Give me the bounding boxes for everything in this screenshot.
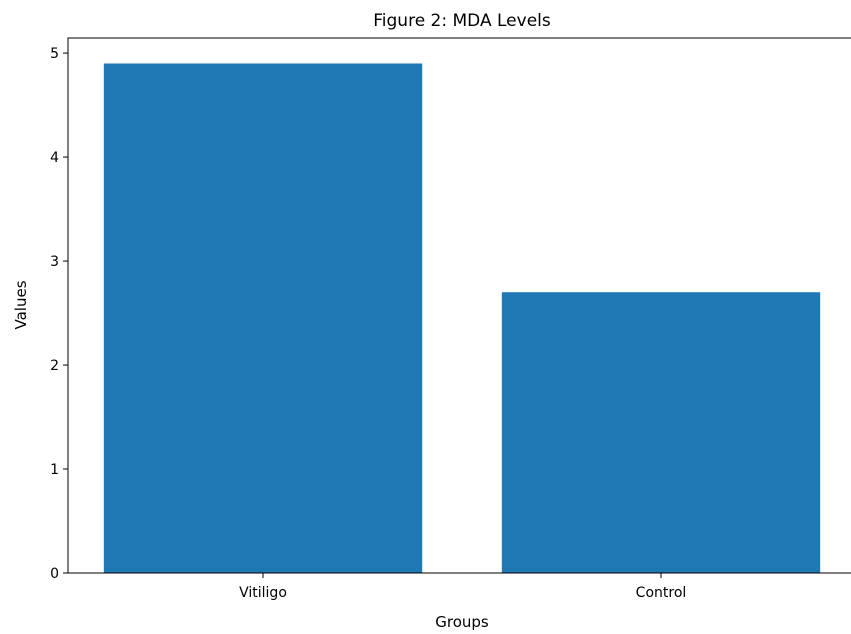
x-tick-label: Control [636,585,687,601]
y-tick-label: 4 [50,150,59,166]
plot-area [104,63,820,573]
y-tick-label: 3 [50,254,59,270]
y-axis-label: Values [12,280,30,329]
bar-vitiligo [104,63,422,573]
x-tick-label: Vitiligo [239,585,287,601]
y-tick-label: 1 [50,462,59,478]
chart-title: Figure 2: MDA Levels [373,11,551,31]
y-tick-label: 2 [50,358,59,374]
y-tick-label: 5 [50,46,59,62]
x-axis: Vitiligo Control [239,573,686,601]
bar-control [502,292,820,573]
x-axis-label: Groups [435,613,489,631]
y-tick-label: 0 [50,566,59,582]
y-axis: 0 1 2 3 4 5 [50,46,68,582]
